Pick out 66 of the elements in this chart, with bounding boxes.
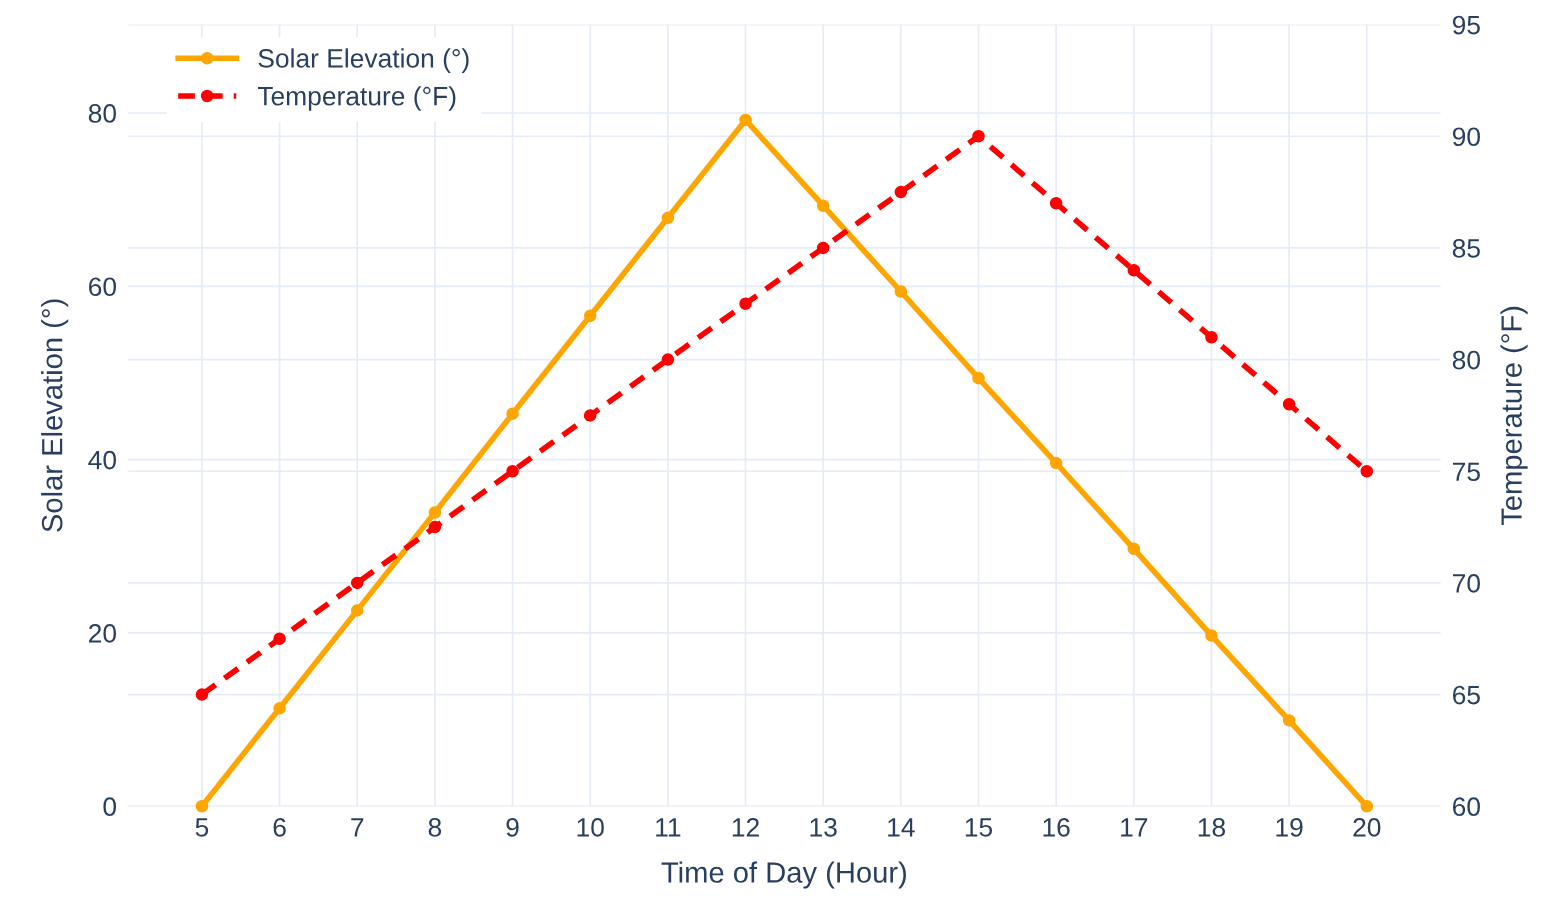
point (1360, 799, 1374, 813)
point (1360, 464, 1374, 478)
x-tick-label: 8 (428, 818, 442, 837)
point (583, 309, 597, 323)
x-tick-label: 5 (195, 818, 209, 837)
x-tick-label: 14 (888, 818, 915, 837)
point (894, 285, 908, 298)
y2-tick-label: 85 (1452, 239, 1480, 258)
y-tick-label: 0 (103, 797, 117, 817)
point (1205, 629, 1218, 642)
point (583, 409, 597, 422)
x-tick-label: 11 (656, 818, 681, 837)
point (506, 407, 519, 420)
point (1049, 197, 1063, 210)
legend-label: Temperature (°F) (257, 86, 456, 111)
y-tick-label: 80 (88, 104, 117, 123)
y-tick-label: 20 (89, 624, 117, 643)
x-tick-label: 20 (1353, 818, 1381, 837)
point (739, 297, 752, 311)
point (816, 199, 830, 212)
x-tick-label: 7 (351, 818, 364, 837)
x-tick-label: 18 (1198, 818, 1225, 837)
x-tick-label: 9 (506, 818, 519, 837)
y2-tick-label: 70 (1453, 574, 1480, 593)
point (1282, 714, 1296, 727)
point (972, 130, 985, 143)
point (1127, 264, 1141, 277)
point (972, 371, 985, 385)
y2-tick-label: 95 (1452, 15, 1480, 35)
x-tick-label: 6 (273, 818, 286, 837)
legend-label: Solar Elevation (°) (258, 48, 469, 73)
point (1127, 542, 1141, 556)
y-tick-label: 60 (89, 277, 117, 297)
x-tick-label: 19 (1276, 818, 1303, 837)
y2-tick-label: 80 (1452, 350, 1480, 370)
x-tick-label: 16 (1043, 818, 1070, 837)
point (195, 688, 209, 701)
point (195, 799, 209, 813)
point (1282, 397, 1296, 411)
y2-tick-label: 65 (1453, 685, 1480, 705)
point (506, 464, 519, 478)
point (428, 506, 442, 519)
y2-tick-label: 90 (1452, 127, 1480, 147)
point (661, 211, 675, 225)
y-axis-title: Solar Elevation (°) (41, 299, 69, 532)
x-tick-label: 12 (732, 818, 759, 837)
point (661, 353, 675, 366)
point (428, 520, 442, 534)
point (350, 576, 364, 590)
x-tick-label: 15 (965, 818, 993, 837)
y2-tick-label: 60 (1453, 797, 1480, 817)
y-tick-label: 40 (88, 450, 117, 470)
point (1205, 331, 1218, 344)
point (1049, 456, 1063, 470)
y2-axis-title: Temperature (°F) (1500, 306, 1528, 526)
point (350, 604, 364, 617)
point (273, 632, 286, 645)
x-tick-label: 17 (1121, 818, 1148, 837)
point (739, 113, 752, 127)
y2-tick-label: 75 (1453, 462, 1480, 482)
point (816, 241, 830, 255)
x-axis-title: Time of Day (Hour) (661, 861, 906, 889)
x-tick-label: 10 (577, 818, 604, 837)
point (273, 702, 286, 715)
point (894, 185, 908, 199)
x-tick-label: 13 (810, 818, 837, 837)
